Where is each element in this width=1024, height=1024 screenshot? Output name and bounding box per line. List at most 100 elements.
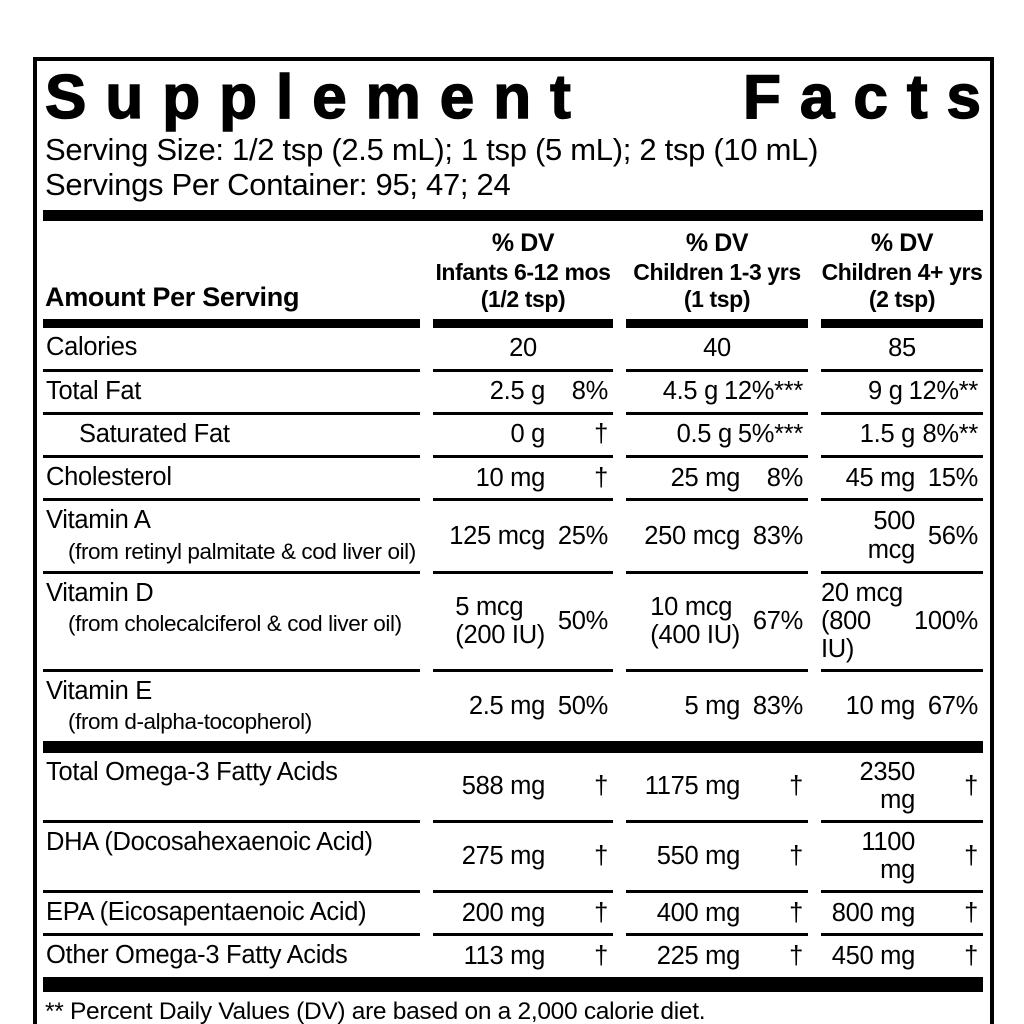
value-cell: 0 g †	[433, 411, 613, 455]
percent-dv-value: 8%**	[922, 420, 978, 449]
value-cell: 5 mg 83%	[626, 668, 808, 741]
percent-dv-value: 67%	[927, 691, 978, 720]
amount-value: 5 mg	[684, 691, 741, 720]
table-row: DHA (Docosahexaenoic Acid) 275 mg † 550 mg †…	[43, 820, 983, 890]
amount-value: 10 mcg (400 IU)	[626, 593, 746, 649]
dv-header: % DV	[685, 229, 749, 258]
percent-dv-value: †	[594, 420, 608, 449]
row-label: Vitamin A (from retinyl palmitate & cod l…	[43, 498, 420, 570]
value-cell: 800 mg †	[821, 890, 983, 933]
row-label: Other Omega-3 Fatty Acids	[43, 933, 420, 976]
value-cell: 45 mg 15%	[821, 455, 983, 498]
value-cell: 2350 mg †	[821, 753, 983, 820]
column-header-children-4plus: % DV Children 4+ yrs (2 tsp)	[821, 229, 983, 329]
heavy-rule-top	[43, 210, 983, 222]
row-label: EPA (Eicosapentaenoic Acid)	[43, 890, 420, 933]
amount-stack: 5 mcg (200 IU)	[455, 592, 545, 649]
table-row: Cholesterol 10 mg † 25 mg 8% 45 mg 15%	[43, 455, 983, 498]
percent-dv-value: †	[594, 898, 608, 927]
row-label: Vitamin E (from d-alpha-tocopherol)	[43, 668, 420, 741]
serving-header: (1/2 tsp)	[480, 286, 566, 313]
amount-value: 250 mcg	[644, 521, 740, 550]
row-sublabel: (from d-alpha-tocopherol)	[68, 709, 312, 735]
value-cell: 550 mg †	[626, 820, 808, 890]
amount-value: 588 mg	[461, 771, 546, 800]
serving-header: (1 tsp)	[683, 286, 751, 313]
table-row: Vitamin D (from cholecalciferol & cod liv…	[43, 570, 983, 669]
amount-per-serving-header: Amount Per Serving	[43, 282, 420, 329]
value-cell: 9 g 12%**	[821, 368, 983, 412]
amount-value: 0 g	[510, 420, 545, 449]
row-label: Cholesterol	[43, 455, 420, 498]
row-label: Vitamin D (from cholecalciferol & cod liv…	[43, 570, 420, 669]
amount-value: 800 mg	[831, 898, 916, 927]
amount-value: 1100 mg	[861, 828, 915, 885]
row-sublabel: (from retinyl palmitate & cod liver oil)	[68, 538, 416, 564]
percent-dv-value: †	[789, 942, 803, 971]
supplement-facts-title: Supplement Facts	[44, 63, 982, 132]
table-row: Total Fat 2.5 g 8% 4.5 g 12%*** 9 g 12%**	[43, 368, 983, 412]
amount-value: 45 mg	[845, 463, 916, 492]
percent-dv-value: †	[964, 771, 978, 800]
title-word-supplement: Supplement	[44, 63, 590, 132]
table-row: Vitamin E (from d-alpha-tocopherol) 2.5 mg…	[43, 668, 983, 741]
value-cell: 275 mg †	[433, 820, 613, 890]
percent-dv-value: †	[594, 842, 608, 871]
table-row: Calories 20 40 85	[43, 328, 983, 368]
amount-value: 20 mcg (800 IU)	[821, 579, 914, 663]
group-header: Infants 6-12 mos	[435, 258, 611, 285]
amount-value: 113 mg	[463, 942, 546, 971]
value-cell: 5 mcg (200 IU) 50%	[433, 570, 613, 669]
value-cell: 10 mg †	[433, 455, 613, 498]
amount-value: 2.5 mg	[468, 691, 545, 720]
value-cell: 225 mg †	[626, 933, 808, 976]
percent-dv-value: 12%**	[908, 377, 979, 406]
amount-value: 400 mg	[656, 898, 741, 927]
amount-value: 10 mg	[845, 691, 916, 720]
amount-value: 9 g	[868, 377, 903, 406]
percent-dv-value: 50%	[557, 606, 608, 635]
amount-value: 225 mg	[656, 942, 741, 971]
percent-dv-value: 8%	[571, 377, 609, 406]
amount-value: 25 mg	[670, 463, 741, 492]
title-word-facts: Facts	[742, 63, 1000, 132]
row-sublabel: (from cholecalciferol & cod liver oil)	[68, 610, 402, 636]
percent-dv-value: †	[789, 771, 803, 800]
percent-dv-value: †	[594, 771, 608, 800]
value-cell: 20 mcg (800 IU) 100%	[821, 570, 983, 669]
column-header-children-1-3: % DV Children 1-3 yrs (1 tsp)	[626, 229, 808, 329]
percent-dv-value: †	[789, 842, 803, 871]
value-cell: 2.5 mg 50%	[433, 668, 613, 741]
value-cell: 113 mg †	[433, 933, 613, 976]
group-header: Children 4+ yrs	[821, 258, 983, 285]
column-header-infants: % DV Infants 6-12 mos (1/2 tsp)	[433, 229, 613, 329]
amount-value: 5 mcg (200 IU)	[433, 593, 551, 649]
amount-value: 1.5 g	[859, 420, 916, 449]
percent-dv-value: 15%	[927, 463, 978, 492]
footnote-2000-calorie: ** Percent Daily Values (DV) are based o…	[45, 997, 706, 1024]
amount-value: 0.5 g	[676, 420, 733, 449]
row-label: Total Fat	[43, 368, 420, 412]
row-label: DHA (Docosahexaenoic Acid)	[43, 820, 420, 890]
amount-value: 2350 mg	[859, 757, 915, 814]
table-row: Other Omega-3 Fatty Acids 113 mg † 225 mg † 4…	[43, 933, 983, 976]
amount-stack: 20 mcg (800 IU)	[821, 578, 903, 663]
value-cell: 250 mcg 83%	[626, 498, 808, 570]
percent-dv-value: †	[964, 898, 978, 927]
value-cell: 40	[703, 333, 731, 362]
percent-dv-value: 67%	[752, 606, 803, 635]
percent-dv-value: 12%***	[723, 377, 803, 406]
table-row: Saturated Fat 0 g † 0.5 g 5%*** 1.5 g 8%**	[43, 411, 983, 455]
percent-dv-value: †	[964, 842, 978, 871]
percent-dv-value: †	[594, 463, 608, 492]
table-header-row: Amount Per Serving % DV Infants 6-12 mos…	[43, 221, 983, 329]
percent-dv-value: 5%***	[737, 420, 803, 449]
footnotes: ** Percent Daily Values (DV) are based o…	[43, 992, 983, 1024]
percent-dv-value: 100%	[913, 606, 978, 635]
heavy-rule-bottom	[43, 976, 983, 992]
amount-value: 2.5 g	[489, 377, 546, 406]
amount-value: 450 mg	[831, 942, 916, 971]
value-cell: 25 mg 8%	[626, 455, 808, 498]
percent-dv-value: 8%	[766, 463, 804, 492]
serving-header: (2 tsp)	[868, 286, 936, 313]
